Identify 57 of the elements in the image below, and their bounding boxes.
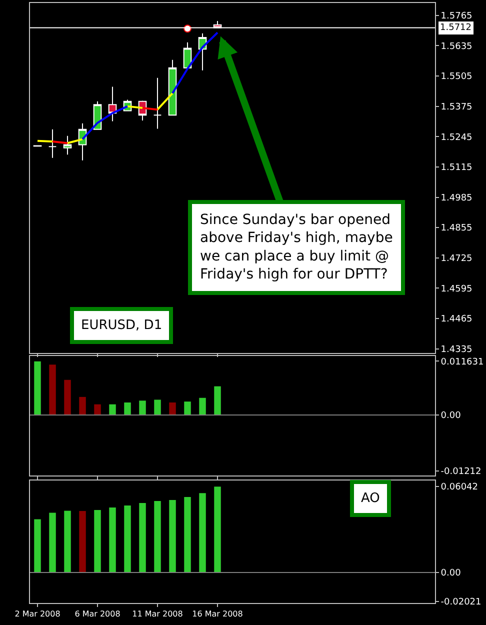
bar: [169, 402, 176, 415]
x-tick-label: 6 Mar 2008: [74, 610, 120, 619]
bar: [154, 400, 161, 415]
bar: [94, 404, 101, 415]
y-tick-label: -0.01212: [440, 467, 482, 478]
y-tick-label: 1.4855: [440, 224, 472, 234]
x-tick-label: 16 Mar 2008: [192, 610, 243, 619]
bar: [139, 502, 146, 573]
y-tick-label: 1.5375: [440, 102, 472, 112]
bar: [199, 398, 206, 415]
bar: [214, 486, 221, 573]
y-tick-label: 1.4725: [440, 254, 472, 264]
y-tick-label: 1.4465: [440, 314, 472, 325]
bar: [124, 402, 131, 415]
x-tick-label: 11 Mar 2008: [132, 610, 183, 619]
text: EURUSD, D1: [81, 318, 162, 333]
y-tick-label: 1.5505: [440, 72, 472, 82]
annotation: Since Sunday's bar opened above Friday's high, maybe we can place a buy limit @ Friday's high for our DPTT?: [200, 212, 393, 283]
y-tick-label: 1.5765: [440, 12, 472, 22]
candlestick: [63, 135, 72, 156]
candlestick: [183, 42, 192, 68]
y-tick-label: 0.00: [440, 411, 462, 422]
bar: [34, 361, 41, 415]
y-tick-label: 1.5115: [440, 163, 472, 174]
bar: [184, 402, 191, 415]
ref-line-label: 1.5712: [440, 23, 472, 33]
y-tick-label: 1.4595: [440, 284, 472, 294]
y-tick-label: 1.4335: [440, 344, 472, 355]
bar: [199, 493, 206, 573]
y-tick-label: -0.02021: [440, 597, 482, 608]
candlestick: [48, 128, 57, 158]
y-tick-label: 0.011631: [440, 357, 484, 368]
y-tick-label: 0.00: [440, 568, 462, 579]
bar: [184, 496, 191, 573]
bar: [49, 364, 56, 415]
bar: [214, 386, 221, 415]
bar: [64, 380, 71, 415]
y-tick-label: 1.5245: [440, 132, 472, 143]
bar: [49, 512, 56, 573]
bar: [169, 500, 176, 573]
y-tick-label: 1.5635: [440, 42, 472, 52]
bar: [64, 510, 71, 573]
y-tick-label: 0.06042: [440, 482, 478, 493]
bar: [79, 396, 86, 415]
bar: [94, 510, 101, 573]
bar: [34, 519, 41, 573]
candlestick: [153, 77, 162, 130]
bar: [124, 506, 131, 573]
bar: [109, 508, 116, 573]
text: AO: [361, 491, 380, 506]
x-tick-label: 2 Mar 2008: [14, 610, 60, 619]
candlestick: [108, 86, 117, 122]
bar: [154, 500, 161, 573]
bar: [79, 511, 86, 573]
y-tick-label: 1.4985: [440, 193, 472, 204]
bar: [139, 400, 146, 415]
bar: [109, 404, 116, 415]
